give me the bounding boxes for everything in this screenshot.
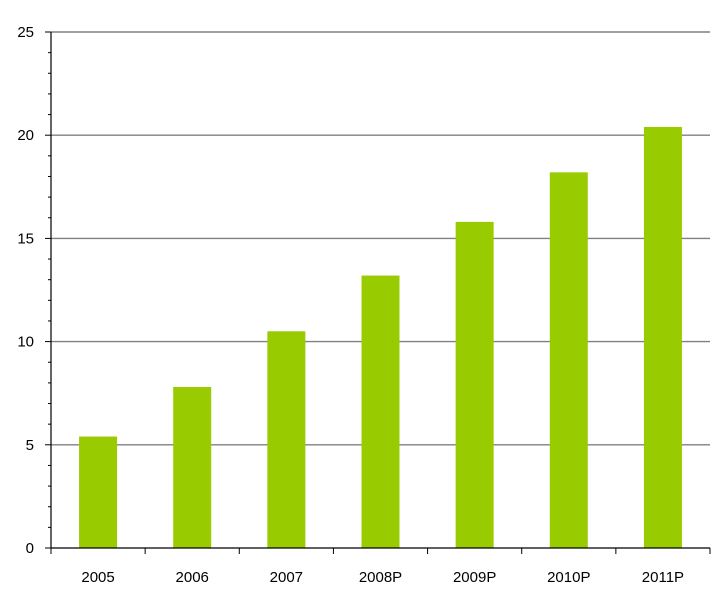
bar-2005	[79, 436, 118, 548]
y-tick-label: 15	[17, 230, 34, 247]
bar-2006	[173, 387, 212, 548]
x-tick-label: 2008P	[359, 569, 402, 586]
y-tick-label: 10	[17, 334, 34, 351]
x-tick-label: 2006	[176, 569, 209, 586]
x-tick-label: 2007	[270, 569, 303, 586]
bar-2009p	[455, 221, 494, 548]
bar-2010p	[549, 172, 588, 549]
y-tick-label: 5	[26, 437, 34, 454]
x-tick-label: 2005	[81, 569, 114, 586]
x-tick-label: 2010P	[547, 569, 590, 586]
bar-2007	[267, 331, 306, 548]
x-tick-label: 2009P	[453, 569, 496, 586]
bar-2011p	[643, 126, 682, 548]
y-tick-label: 25	[17, 24, 34, 41]
y-tick-label: 20	[17, 127, 34, 144]
x-tick-label: 2011P	[642, 569, 684, 586]
y-tick-label: 0	[26, 540, 34, 557]
bar-2008p	[361, 275, 400, 548]
